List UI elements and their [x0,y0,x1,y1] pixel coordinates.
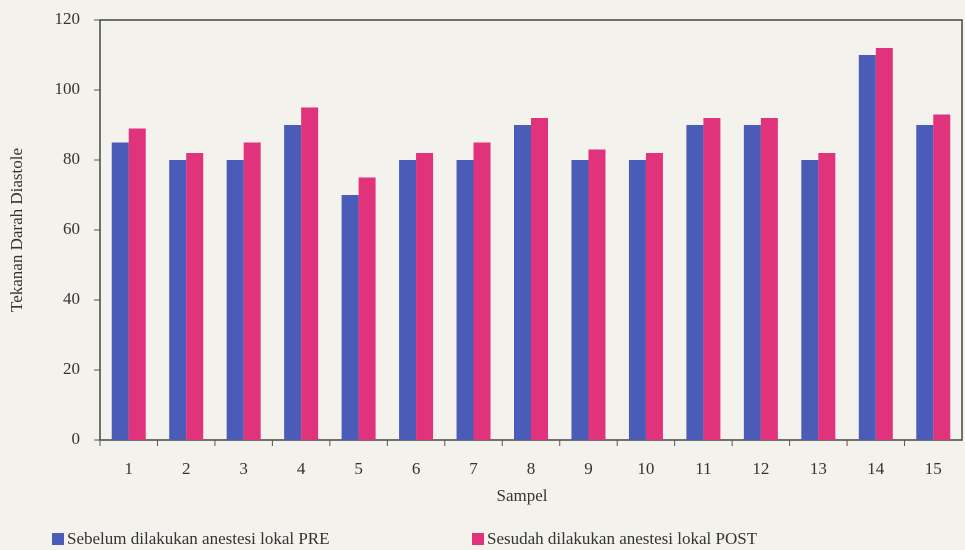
x-tick-label: 11 [695,459,711,478]
bar [473,142,491,440]
bar [341,195,359,440]
bar [645,153,663,440]
bar [514,125,531,440]
x-tick-label: 15 [925,459,942,478]
x-tick-label: 3 [239,459,248,478]
bar [571,160,589,440]
bar [760,118,778,440]
x-tick-label: 13 [810,459,827,478]
bar [916,125,934,440]
y-tick-label: 60 [63,219,80,238]
x-tick-label: 2 [182,459,191,478]
legend-swatch [52,533,64,545]
x-tick-label: 5 [354,459,363,478]
x-tick-label: 6 [412,459,421,478]
x-tick-label: 1 [124,459,133,478]
x-axis-title: Sampel [497,486,548,505]
y-tick-label: 40 [63,289,80,308]
bar [399,160,417,440]
y-tick-label: 100 [55,79,81,98]
x-tick-label: 8 [527,459,536,478]
bar [456,160,474,440]
bar [703,118,721,440]
x-tick-label: 12 [752,459,769,478]
bar [111,142,129,440]
y-tick-label: 0 [72,429,81,448]
bar [801,160,819,440]
bar [818,153,836,440]
bar [186,153,204,440]
y-tick-label: 20 [63,359,80,378]
bar [743,125,761,440]
x-tick-label: 14 [867,459,885,478]
legend-swatch [472,533,484,545]
x-tick-label: 10 [637,459,654,478]
bar [301,107,319,440]
y-tick-label: 80 [63,149,80,168]
bar [933,114,951,440]
x-tick-label: 7 [469,459,478,478]
x-tick-label: 9 [584,459,593,478]
bar [226,160,244,440]
legend-label: Sesudah dilakukan anestesi lokal POST [487,529,758,548]
bar [243,142,261,440]
bar [358,177,376,440]
bar [531,118,548,440]
bar [416,153,434,440]
x-tick-label: 4 [297,459,306,478]
y-tick-label: 120 [55,9,81,28]
bar [686,125,704,440]
bar [128,128,146,440]
legend-label: Sebelum dilakukan anestesi lokal PRE [67,529,330,548]
bar [858,55,876,440]
y-axis-title: Tekanan Darah Diastole [7,148,26,312]
bar [628,160,646,440]
bar [875,48,893,440]
bar [169,160,187,440]
bar [284,125,302,440]
bar [588,149,606,440]
